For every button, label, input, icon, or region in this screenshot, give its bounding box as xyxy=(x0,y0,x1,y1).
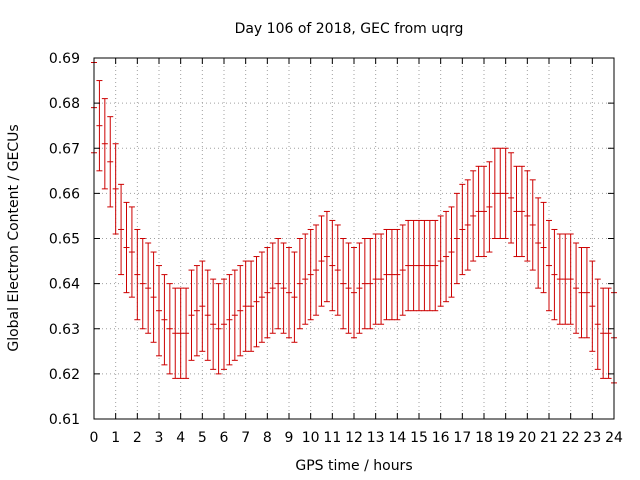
x-tick-label: 5 xyxy=(198,430,207,446)
x-tick-label: 11 xyxy=(323,430,341,446)
x-tick-label: 3 xyxy=(155,430,164,446)
x-tick-label: 21 xyxy=(540,430,558,446)
y-tick-label: 0.62 xyxy=(49,367,80,383)
y-tick-label: 0.65 xyxy=(49,232,80,248)
x-tick-label: 10 xyxy=(302,430,320,446)
y-tick-label: 0.61 xyxy=(49,412,80,428)
x-axis-label: GPS time / hours xyxy=(295,458,412,474)
x-tick-label: 13 xyxy=(367,430,385,446)
y-tick-label: 0.67 xyxy=(49,141,80,157)
x-tick-label: 17 xyxy=(453,430,471,446)
axis-ticks xyxy=(93,57,615,420)
x-tick-label: 12 xyxy=(345,430,363,446)
x-tick-label: 9 xyxy=(285,430,294,446)
x-tick-label: 19 xyxy=(497,430,515,446)
x-tick-label: 14 xyxy=(388,430,406,446)
y-axis-label: Global Electron Content / GECUs xyxy=(6,124,22,351)
x-tick-label: 23 xyxy=(583,430,601,446)
x-tick-label: 0 xyxy=(90,430,99,446)
x-tick-label: 2 xyxy=(133,430,142,446)
x-tick-label: 8 xyxy=(263,430,272,446)
y-tick-label: 0.69 xyxy=(49,51,80,67)
x-tick-label: 7 xyxy=(241,430,250,446)
x-tick-label: 16 xyxy=(432,430,450,446)
grid-lines xyxy=(94,58,614,419)
chart-title: Day 106 of 2018, GEC from uqrg xyxy=(235,21,464,37)
x-tick-label: 18 xyxy=(475,430,493,446)
x-tick-label: 6 xyxy=(220,430,229,446)
x-tick-label: 24 xyxy=(605,430,623,446)
y-tick-label: 0.63 xyxy=(49,322,80,338)
x-tick-label: 22 xyxy=(562,430,580,446)
x-tick-label: 4 xyxy=(176,430,185,446)
series-error-bars xyxy=(91,62,617,384)
x-tick-labels: 0 1 2 3 4 5 6 7 8 9 10 11 12 13 14 15 16 17 18 19 20 21 22 23 24 xyxy=(90,430,623,446)
x-tick-label: 1 xyxy=(111,430,120,446)
y-tick-labels: 0.61 0.62 0.63 0.64 0.65 0.66 0.67 0.68 0.69 xyxy=(49,51,80,428)
x-tick-label: 20 xyxy=(518,430,536,446)
y-tick-label: 0.64 xyxy=(49,277,80,293)
y-tick-label: 0.66 xyxy=(49,186,80,202)
x-tick-label: 15 xyxy=(410,430,428,446)
y-tick-label: 0.68 xyxy=(49,96,80,112)
